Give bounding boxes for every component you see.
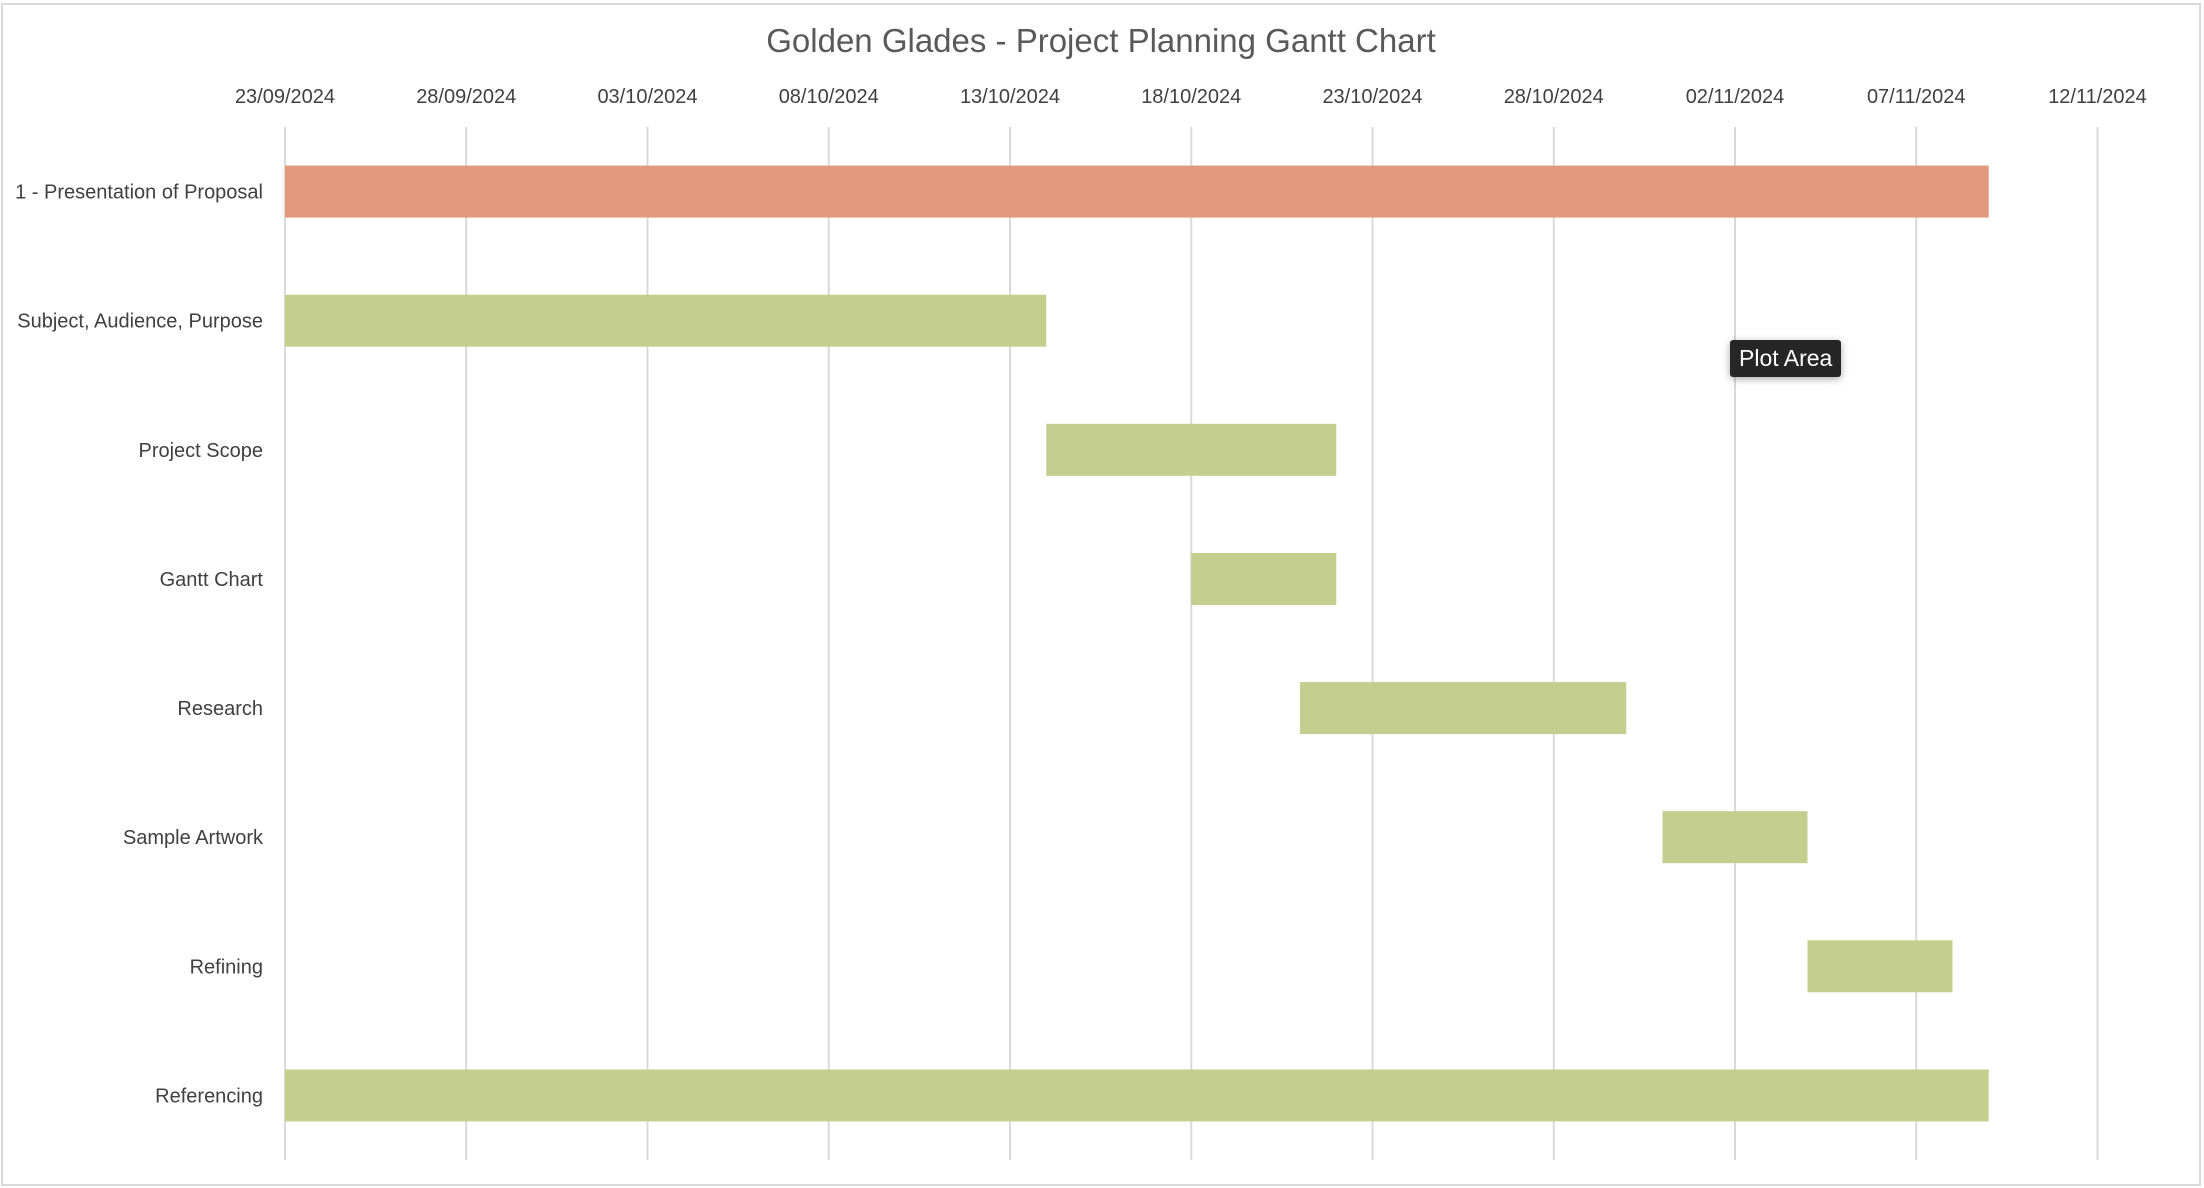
task-bars[interactable] bbox=[285, 165, 1989, 1122]
task-label: Sample Artwork bbox=[123, 827, 264, 849]
task-bar[interactable] bbox=[285, 1069, 1989, 1122]
x-axis-tick-labels: 23/09/2024 28/09/2024 03/10/2024 08/10/2024… bbox=[235, 86, 2147, 108]
x-tick-label: 28/10/2024 bbox=[1504, 86, 1604, 108]
x-tick-label: 18/10/2024 bbox=[1141, 86, 1241, 108]
x-tick-label: 23/09/2024 bbox=[235, 86, 335, 108]
x-tick-label: 02/11/2024 bbox=[1686, 86, 1785, 108]
task-label: Gantt Chart bbox=[160, 569, 264, 591]
y-axis-task-labels: 1 - Presentation of Proposal Subject, Aud… bbox=[15, 182, 264, 1108]
task-label: Research bbox=[177, 698, 263, 720]
x-tick-label: 23/10/2024 bbox=[1322, 86, 1422, 108]
x-tick-label: 28/09/2024 bbox=[416, 86, 516, 108]
task-label: Subject, Audience, Purpose bbox=[17, 311, 263, 333]
x-tick-label: 03/10/2024 bbox=[597, 86, 697, 108]
task-label: Project Scope bbox=[138, 440, 263, 462]
task-bar[interactable] bbox=[285, 165, 1989, 218]
task-bar[interactable] bbox=[1662, 811, 1808, 864]
x-tick-label: 12/11/2024 bbox=[2048, 86, 2147, 108]
task-bar[interactable] bbox=[1191, 552, 1337, 605]
task-label: Referencing bbox=[155, 1085, 263, 1107]
x-tick-label: 07/11/2024 bbox=[1867, 86, 1966, 108]
task-label: 1 - Presentation of Proposal bbox=[15, 182, 263, 204]
task-label: Refining bbox=[190, 956, 263, 978]
task-bar[interactable] bbox=[1300, 682, 1627, 735]
task-bar[interactable] bbox=[1046, 423, 1337, 476]
task-bar[interactable] bbox=[285, 294, 1047, 347]
plot-area-tooltip: Plot Area bbox=[1730, 340, 1842, 377]
x-tick-label: 13/10/2024 bbox=[960, 86, 1060, 108]
x-tick-label: 08/10/2024 bbox=[779, 86, 879, 108]
task-bar[interactable] bbox=[1807, 940, 1953, 993]
chart-title: Golden Glades - Project Planning Gantt C… bbox=[766, 22, 1436, 59]
